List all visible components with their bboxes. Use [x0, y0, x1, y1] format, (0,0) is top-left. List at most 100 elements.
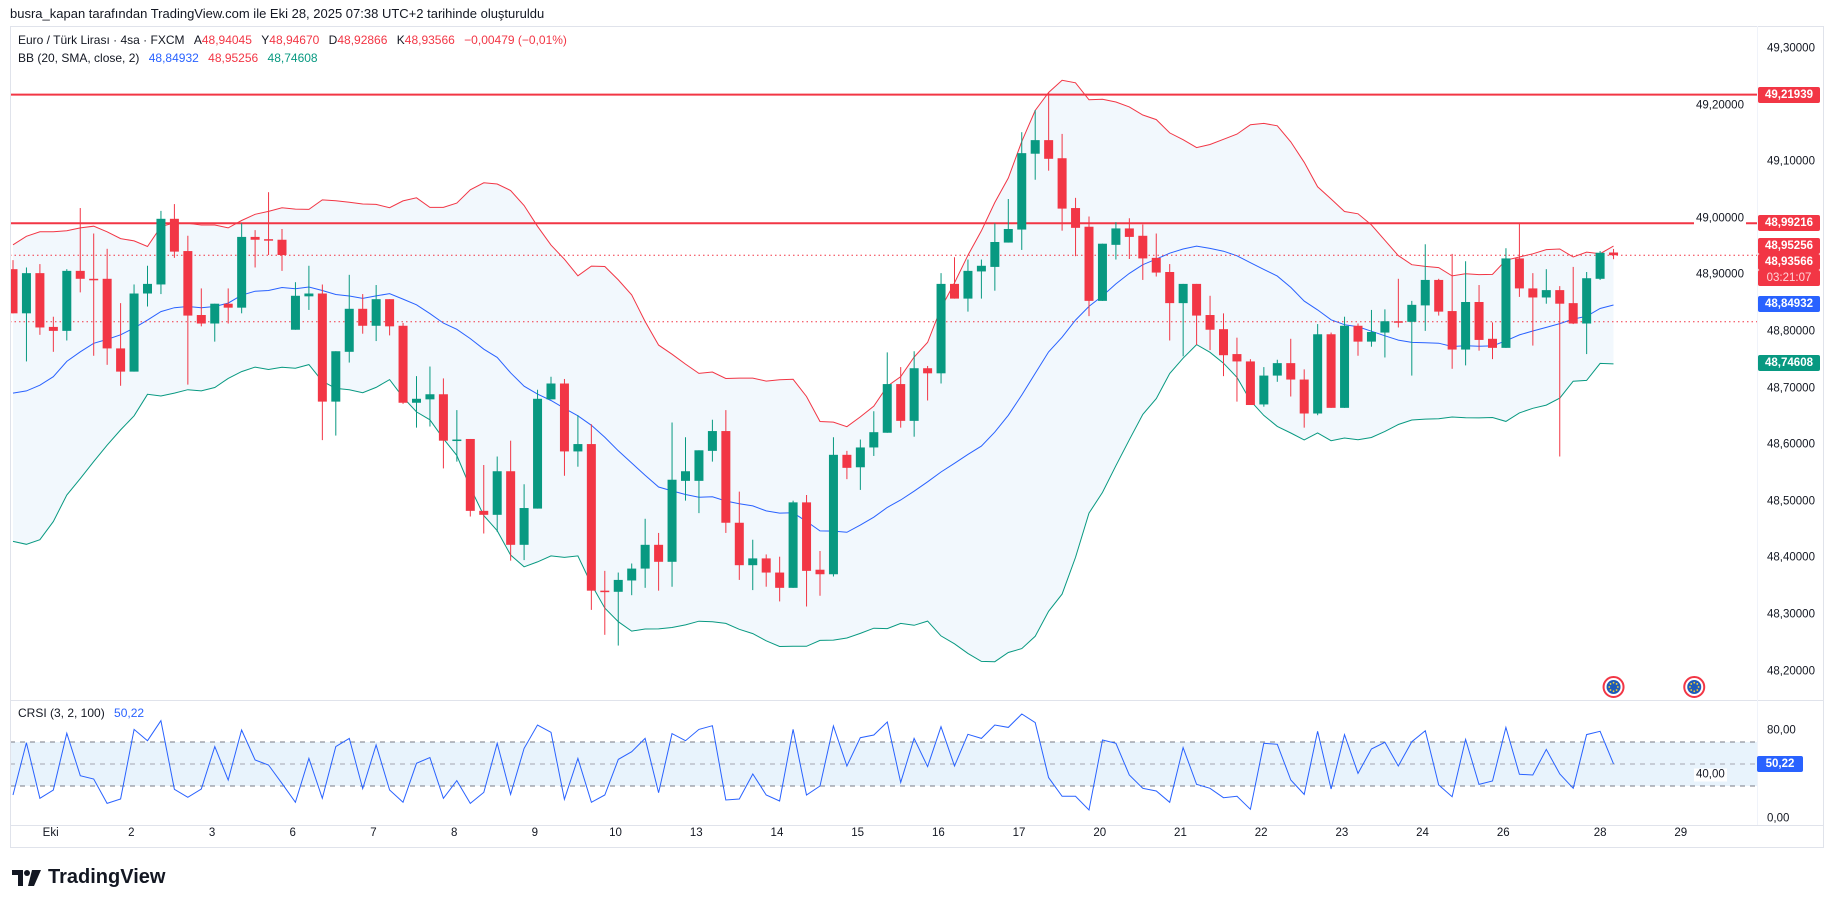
candle — [1138, 224, 1148, 280]
candle — [250, 230, 260, 268]
candle — [748, 539, 758, 591]
candle — [707, 419, 717, 462]
candle — [1044, 92, 1054, 171]
bb-legend[interactable]: BB (20, SMA, close, 2) 48,84932 48,95256… — [18, 51, 318, 65]
candle-body — [129, 293, 139, 372]
candle-body — [1259, 375, 1269, 405]
candle — [1514, 223, 1524, 297]
change-value: −0,00479 (−0,01%) — [464, 33, 567, 47]
candle-body — [627, 568, 637, 581]
crsi-line — [12, 713, 1614, 812]
candle — [667, 422, 677, 587]
candle-body — [654, 544, 664, 562]
candle — [237, 223, 247, 314]
candle-body — [1057, 158, 1067, 209]
open-value: 48,94045 — [201, 33, 252, 47]
candle-body — [116, 348, 126, 372]
candle — [775, 556, 785, 602]
price-tick-label: 48,70000 — [1767, 382, 1815, 395]
crsi-value-badge: 50,22 — [1757, 755, 1803, 772]
time-tick-label: 2 — [128, 827, 135, 839]
candle — [1380, 309, 1390, 358]
crsi-title[interactable]: CRSI (3, 2, 100) — [18, 706, 105, 720]
candle — [1393, 278, 1403, 328]
time-tick-label: 13 — [689, 827, 703, 839]
price-tick-label: 49,20000 — [1694, 99, 1746, 113]
candle — [1178, 283, 1188, 357]
candle-body — [600, 590, 610, 593]
candle — [48, 316, 58, 352]
candle-body — [196, 315, 206, 324]
candle-body — [492, 471, 502, 515]
price-tick-label: 48,80000 — [1767, 325, 1815, 338]
candle — [210, 303, 220, 342]
candle — [519, 484, 529, 561]
candle — [1097, 243, 1107, 301]
time-tick-label: 6 — [289, 827, 296, 839]
symbol-legend[interactable]: Euro / Türk Lirası · 4sa · FXCM A48,9404… — [18, 33, 567, 47]
candle — [1259, 367, 1269, 407]
candle-body — [909, 368, 919, 421]
candle — [62, 269, 72, 341]
candle — [452, 410, 462, 462]
candle — [35, 264, 45, 335]
candle — [963, 259, 973, 312]
candle — [11, 260, 18, 314]
eu-event-icon[interactable] — [1683, 676, 1706, 698]
candle-body — [869, 432, 879, 448]
price-tick-label: 49,00000 — [1694, 212, 1746, 226]
candle — [1272, 359, 1282, 382]
price-tick-label: 48,60000 — [1767, 438, 1815, 451]
crsi-tick-label: 0,00 — [1767, 812, 1790, 825]
candle-body — [519, 508, 529, 545]
time-tick-label: 21 — [1174, 827, 1187, 839]
time-tick-label: 9 — [531, 827, 539, 839]
crsi-pane[interactable] — [10, 713, 1757, 812]
candle-body — [1609, 252, 1619, 256]
candle — [143, 265, 152, 307]
eu-star — [1690, 689, 1693, 691]
candle — [1326, 332, 1336, 408]
candle-body — [559, 383, 569, 452]
eu-star — [1609, 689, 1612, 691]
time-tick-label: 14 — [770, 827, 784, 839]
candle-body — [1111, 228, 1121, 245]
candle-body — [667, 479, 677, 562]
eu-event-icon[interactable] — [1602, 676, 1625, 698]
candle-body — [734, 522, 744, 566]
candle-body — [828, 454, 838, 575]
candle-body — [143, 283, 152, 294]
crsi-tick-label: 40,00 — [1694, 768, 1727, 782]
price-pane[interactable] — [9, 79, 1758, 663]
eu-star — [1612, 690, 1615, 693]
candle-body — [1393, 321, 1403, 323]
candle-body — [264, 239, 274, 241]
candle — [640, 518, 650, 588]
time-tick-label: 23 — [1335, 827, 1349, 839]
time-tick-label: 20 — [1093, 827, 1107, 839]
candle-body — [1205, 315, 1215, 330]
bb-title[interactable]: BB (20, SMA, close, 2) — [18, 51, 140, 65]
candle — [1447, 253, 1457, 369]
candle — [613, 572, 623, 646]
eu-star — [1615, 683, 1618, 685]
crsi-value: 50,22 — [114, 706, 145, 720]
candle-body — [1461, 302, 1471, 350]
candle-body — [1555, 290, 1565, 304]
time-tick-label: 16 — [931, 827, 945, 839]
price-tick-label: 48,90000 — [1694, 268, 1746, 282]
candle — [116, 303, 126, 386]
symbol-name[interactable]: Euro / Türk Lirası · 4sa · FXCM — [18, 33, 185, 47]
candle-body — [1434, 279, 1444, 312]
eu-star — [1696, 683, 1699, 685]
candle — [21, 267, 31, 362]
crsi-legend[interactable]: CRSI (3, 2, 100) 50,22 — [18, 706, 144, 720]
candle-body — [371, 299, 381, 326]
low-label: D — [328, 33, 338, 47]
time-tick-label: 3 — [208, 827, 216, 839]
candle — [1286, 338, 1296, 397]
candle — [223, 288, 233, 324]
tradingview-logo[interactable]: TradingView — [12, 866, 165, 889]
candle — [492, 456, 502, 532]
